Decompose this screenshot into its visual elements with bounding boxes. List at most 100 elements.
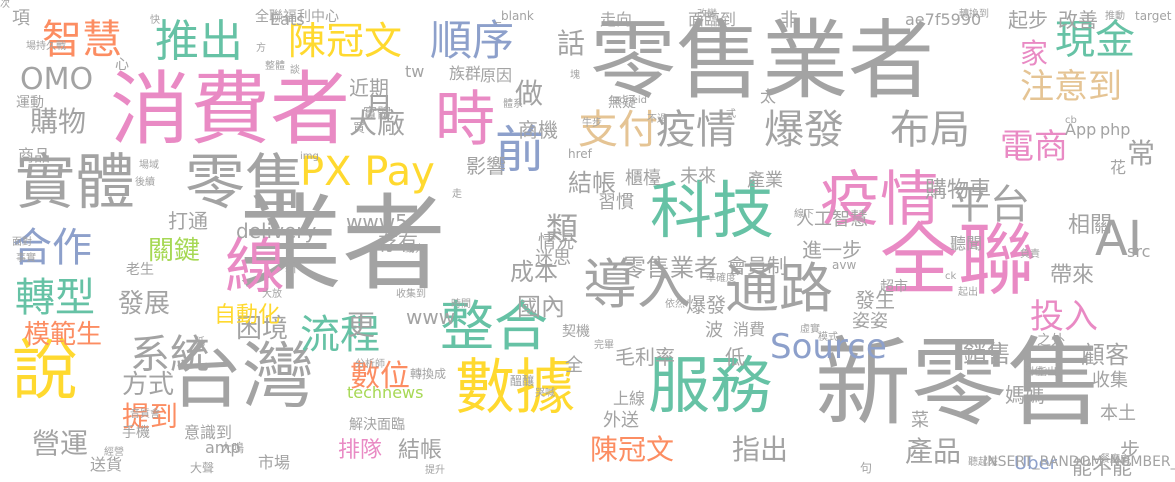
word: 菜 <box>911 410 929 431</box>
word: 迷思 <box>535 248 571 269</box>
word: www <box>406 305 456 329</box>
word: 買 <box>353 121 366 135</box>
word: 消費者 <box>110 63 350 156</box>
word: 業者 <box>238 183 447 305</box>
word: 指出 <box>1037 367 1057 378</box>
word: 服務 <box>648 349 773 422</box>
word: 動力 <box>405 244 425 255</box>
word: 疫情 <box>820 165 940 235</box>
word: 線 <box>225 232 285 302</box>
word: 太 <box>760 87 777 106</box>
word: 收集 <box>1092 370 1128 391</box>
word: App <box>1065 120 1097 139</box>
word: 牛步 <box>582 118 602 129</box>
word: href <box>568 147 592 161</box>
word: 存有 <box>378 231 418 255</box>
word: 布局 <box>890 107 970 153</box>
word: PX Pay <box>300 149 435 195</box>
word: 帶來 <box>1050 263 1095 288</box>
word: 意識到 <box>184 423 233 442</box>
word: 原因 <box>480 66 513 85</box>
word: INSERT_RANDOM_NUMBER_HERE <box>983 454 1175 470</box>
word: 更 <box>343 310 376 338</box>
word: 經營 <box>104 447 124 458</box>
word: 低 <box>195 337 205 348</box>
word: 營運 <box>32 427 89 460</box>
word: 解決 <box>349 417 377 433</box>
word: 次 <box>0 0 10 10</box>
word: 花 <box>1110 158 1127 177</box>
word: 本土 <box>1100 403 1136 424</box>
word: 支付 <box>578 107 658 153</box>
word: 台灣 <box>170 334 315 418</box>
word: 模式 <box>818 332 838 343</box>
word: 導入 <box>583 253 691 316</box>
word: 面臨 <box>377 417 405 433</box>
word: 完畢 <box>594 340 614 351</box>
word: 陳冠文 <box>590 433 675 466</box>
word: 全 <box>565 355 583 376</box>
word: 起出 <box>958 287 978 298</box>
word: 影響 <box>466 154 506 178</box>
word: 流程 <box>300 312 380 358</box>
word: 消費 <box>733 320 766 339</box>
word: php <box>1100 120 1131 139</box>
word: 家 <box>1020 37 1049 70</box>
word: 零售 <box>185 148 305 218</box>
word: 注意到 <box>1020 67 1122 107</box>
word: 困境 <box>236 314 289 344</box>
word: 契機 <box>562 324 590 340</box>
word: 哭喊 <box>535 388 555 399</box>
word: img <box>300 151 319 162</box>
word: 櫃檯 <box>625 168 661 189</box>
word: 結帳 <box>398 438 443 463</box>
word: 負責 <box>1020 249 1040 260</box>
word: 整合 <box>440 295 548 358</box>
word: 式 <box>726 109 736 120</box>
word: 商品 <box>18 146 51 165</box>
word: 項 <box>12 8 30 29</box>
word: 情況 <box>538 232 574 253</box>
word: 自動化 <box>214 303 281 328</box>
word: 大鳴 <box>220 441 245 455</box>
word: 習慣 <box>598 192 634 213</box>
word: OMO <box>20 62 94 97</box>
word: 銷售 <box>963 340 1011 368</box>
word: 陳冠文 <box>288 19 403 63</box>
word: 依然 <box>665 299 685 310</box>
word: target <box>1135 9 1172 23</box>
word: 新零售 <box>815 327 1103 439</box>
word: 波 <box>705 320 723 341</box>
word: 投入 <box>1030 297 1098 337</box>
word: 體系 <box>503 99 523 110</box>
word: 產業 <box>747 170 783 191</box>
word: 改善 <box>1058 8 1098 32</box>
word: 餐廳主 <box>1100 454 1130 465</box>
word: 運動 <box>16 95 44 111</box>
word: 打通 <box>168 209 208 233</box>
word: 類 <box>546 210 579 248</box>
word: 話 <box>557 27 586 60</box>
word: 大放 <box>262 289 282 300</box>
word: 常 <box>1127 137 1156 170</box>
word: 毛利率 <box>615 345 675 369</box>
word: ae7f5990 <box>905 10 982 29</box>
word: 近期 <box>349 76 389 100</box>
word: zoneid <box>614 95 647 106</box>
word: 系統 <box>130 332 210 378</box>
word: 月 <box>365 91 394 124</box>
word: 媽媽 <box>1005 383 1045 407</box>
word: 時間 <box>451 299 471 310</box>
word: 改變 <box>697 9 717 20</box>
word: 購物 <box>30 105 87 138</box>
word: 不過 <box>647 114 667 125</box>
word: 現金 <box>1055 17 1135 63</box>
word: 走 <box>452 189 462 200</box>
word: 超市 <box>880 279 908 295</box>
word: 外送 <box>603 410 639 431</box>
word: 數位 <box>350 359 410 394</box>
word: 收集到 <box>396 289 426 300</box>
word: 零售業者 <box>622 254 718 282</box>
word: 大廠 <box>349 107 406 140</box>
